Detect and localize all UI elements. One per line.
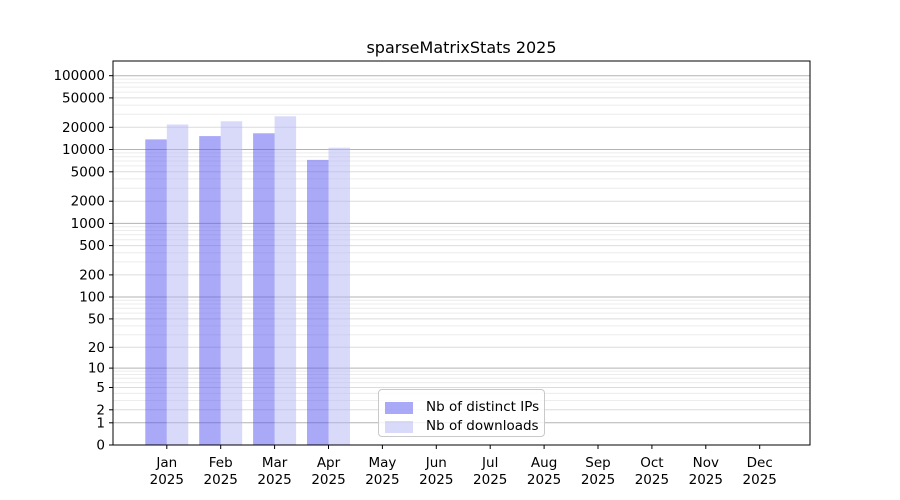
x-tick-label-month: May bbox=[368, 455, 396, 471]
chart-title: sparseMatrixStats 2025 bbox=[366, 38, 557, 57]
legend-swatch-distinct-ips bbox=[385, 401, 413, 414]
y-tick-label: 2000 bbox=[71, 194, 105, 210]
legend-label-downloads: Nb of downloads bbox=[426, 418, 539, 434]
x-tick-label-month: Feb bbox=[209, 455, 233, 471]
y-tick-label: 0 bbox=[96, 438, 105, 454]
x-tick-label-month: Oct bbox=[640, 455, 663, 471]
y-tick-label: 50 bbox=[88, 311, 105, 327]
y-tick-label: 20000 bbox=[62, 120, 105, 136]
x-tick-label-year: 2025 bbox=[419, 472, 453, 488]
y-tick-label: 200 bbox=[79, 267, 105, 283]
x-tick-label-year: 2025 bbox=[365, 472, 399, 488]
y-tick-label: 1000 bbox=[71, 216, 105, 232]
y-tick-label: 10 bbox=[88, 361, 105, 377]
y-tick-label: 5000 bbox=[71, 164, 105, 180]
x-tick-label-year: 2025 bbox=[743, 472, 777, 488]
x-tick-label-month: Mar bbox=[262, 455, 288, 471]
x-tick-label-month: Jan bbox=[155, 455, 177, 471]
legend-item-downloads: Nb of downloads bbox=[385, 417, 544, 436]
x-tick-label-month: Jul bbox=[481, 455, 498, 471]
x-tick-label-year: 2025 bbox=[311, 472, 345, 488]
bar-nb-of-distinct-ips-jan bbox=[145, 139, 167, 445]
y-tick-label: 10000 bbox=[62, 142, 105, 158]
x-tick-label-month: Jun bbox=[425, 455, 447, 471]
bar-nb-of-distinct-ips-feb bbox=[199, 136, 221, 445]
bar-nb-of-distinct-ips-mar bbox=[253, 133, 275, 446]
x-tick-label-month: Dec bbox=[747, 455, 773, 471]
bar-nb-of-downloads-mar bbox=[274, 116, 297, 446]
x-tick-label-year: 2025 bbox=[689, 472, 723, 488]
y-tick-label: 20 bbox=[88, 340, 105, 356]
x-tick-label-year: 2025 bbox=[257, 472, 291, 488]
x-tick-label-year: 2025 bbox=[473, 472, 507, 488]
y-tick-label: 50000 bbox=[62, 90, 105, 106]
x-tick-label-year: 2025 bbox=[527, 472, 561, 488]
legend-swatch-downloads bbox=[385, 420, 413, 433]
x-tick-label-year: 2025 bbox=[635, 472, 669, 488]
bar-nb-of-downloads-jan bbox=[166, 124, 189, 445]
y-tick-label: 100 bbox=[79, 290, 105, 306]
legend-item-distinct-ips: Nb of distinct IPs bbox=[385, 398, 544, 417]
x-tick-label-month: Nov bbox=[693, 455, 719, 471]
legend-label-distinct-ips: Nb of distinct IPs bbox=[426, 399, 540, 415]
x-tick-label-month: Apr bbox=[317, 455, 341, 471]
x-tick-label-month: Aug bbox=[531, 455, 557, 471]
y-tick-label: 1 bbox=[96, 415, 105, 431]
legend: Nb of distinct IPs Nb of downloads bbox=[378, 389, 545, 437]
x-tick-label-year: 2025 bbox=[581, 472, 615, 488]
y-tick-label: 2 bbox=[96, 402, 105, 418]
bar-nb-of-downloads-feb bbox=[220, 121, 243, 446]
x-tick-label-year: 2025 bbox=[204, 472, 238, 488]
y-tick-label: 5 bbox=[96, 380, 105, 396]
bar-nb-of-downloads-apr bbox=[328, 147, 350, 445]
x-tick-label-year: 2025 bbox=[150, 472, 184, 488]
bar-nb-of-distinct-ips-apr bbox=[307, 159, 329, 445]
x-tick-label-month: Sep bbox=[585, 455, 610, 471]
plot-frame bbox=[112, 60, 811, 446]
y-tick-label: 500 bbox=[79, 238, 105, 254]
y-tick-label: 100000 bbox=[53, 68, 105, 84]
